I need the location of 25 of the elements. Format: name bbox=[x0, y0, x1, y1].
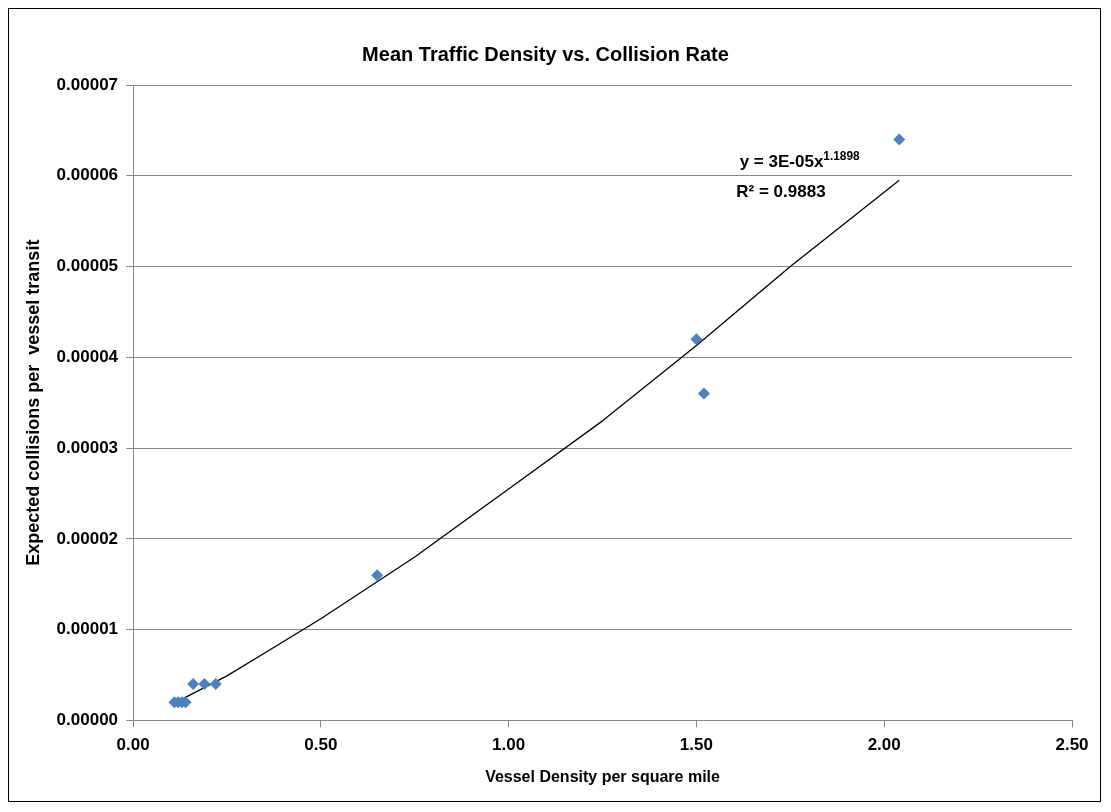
y-tick-label: 0.00003 bbox=[56, 437, 119, 457]
x-tick-label: 0.00 bbox=[116, 735, 150, 755]
annotation: R² = 0.9883 bbox=[736, 182, 826, 201]
y-tick-label: 0.00002 bbox=[56, 528, 119, 548]
x-tick-label: 2.00 bbox=[867, 735, 901, 755]
x-axis-title: Vessel Density per square mile bbox=[485, 767, 721, 785]
y-tick-label: 0.00000 bbox=[56, 710, 119, 730]
y-tick-label: 0.00006 bbox=[56, 165, 119, 185]
y-axis-title: Expected collisions per vessel transit bbox=[22, 239, 43, 566]
x-tick-label: 2.50 bbox=[1055, 735, 1089, 755]
x-tick-label: 1.00 bbox=[492, 735, 526, 755]
point bbox=[371, 569, 384, 582]
point bbox=[198, 678, 211, 691]
y-tick-label: 0.00001 bbox=[56, 619, 119, 639]
point bbox=[209, 678, 222, 691]
y-tick-label: 0.00007 bbox=[56, 74, 119, 94]
point bbox=[893, 133, 906, 146]
chart-title: Mean Traffic Density vs. Collision Rate bbox=[362, 42, 729, 65]
y-tick-label: 0.00005 bbox=[56, 256, 119, 276]
point bbox=[187, 678, 200, 691]
x-tick-label: 1.50 bbox=[679, 735, 713, 755]
y-tick-label: 0.00004 bbox=[56, 347, 119, 366]
x-tick-label: 0.50 bbox=[304, 735, 338, 755]
point bbox=[690, 333, 703, 346]
point bbox=[697, 387, 710, 400]
